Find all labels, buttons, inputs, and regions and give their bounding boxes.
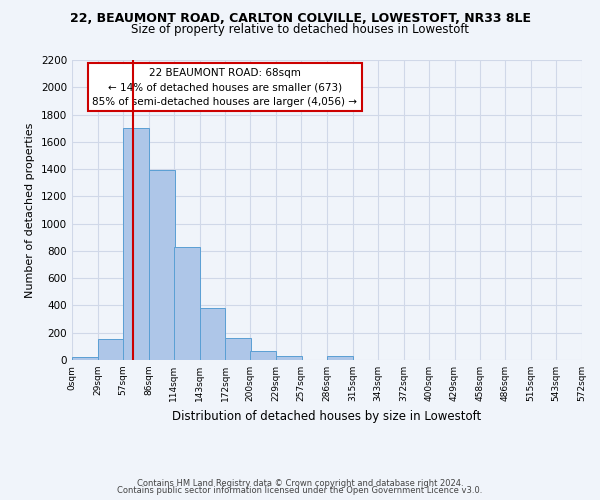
Bar [149,170,175,360]
Text: 22, BEAUMONT ROAD, CARLTON COLVILLE, LOWESTOFT, NR33 8LE: 22, BEAUMONT ROAD, CARLTON COLVILLE, LOW… [70,12,530,26]
Bar [173,247,199,360]
Bar [123,128,149,360]
Bar [226,338,251,360]
Bar [327,356,353,360]
Text: 22 BEAUMONT ROAD: 68sqm
← 14% of detached houses are smaller (673)
85% of semi-d: 22 BEAUMONT ROAD: 68sqm ← 14% of detache… [92,68,358,107]
Bar [72,358,98,360]
Y-axis label: Number of detached properties: Number of detached properties [25,122,35,298]
Bar [199,308,226,360]
Text: Size of property relative to detached houses in Lowestoft: Size of property relative to detached ho… [131,22,469,36]
Bar [276,356,302,360]
Bar [98,339,124,360]
Bar [250,351,276,360]
X-axis label: Distribution of detached houses by size in Lowestoft: Distribution of detached houses by size … [172,410,482,422]
Text: Contains HM Land Registry data © Crown copyright and database right 2024.: Contains HM Land Registry data © Crown c… [137,478,463,488]
Text: Contains public sector information licensed under the Open Government Licence v3: Contains public sector information licen… [118,486,482,495]
